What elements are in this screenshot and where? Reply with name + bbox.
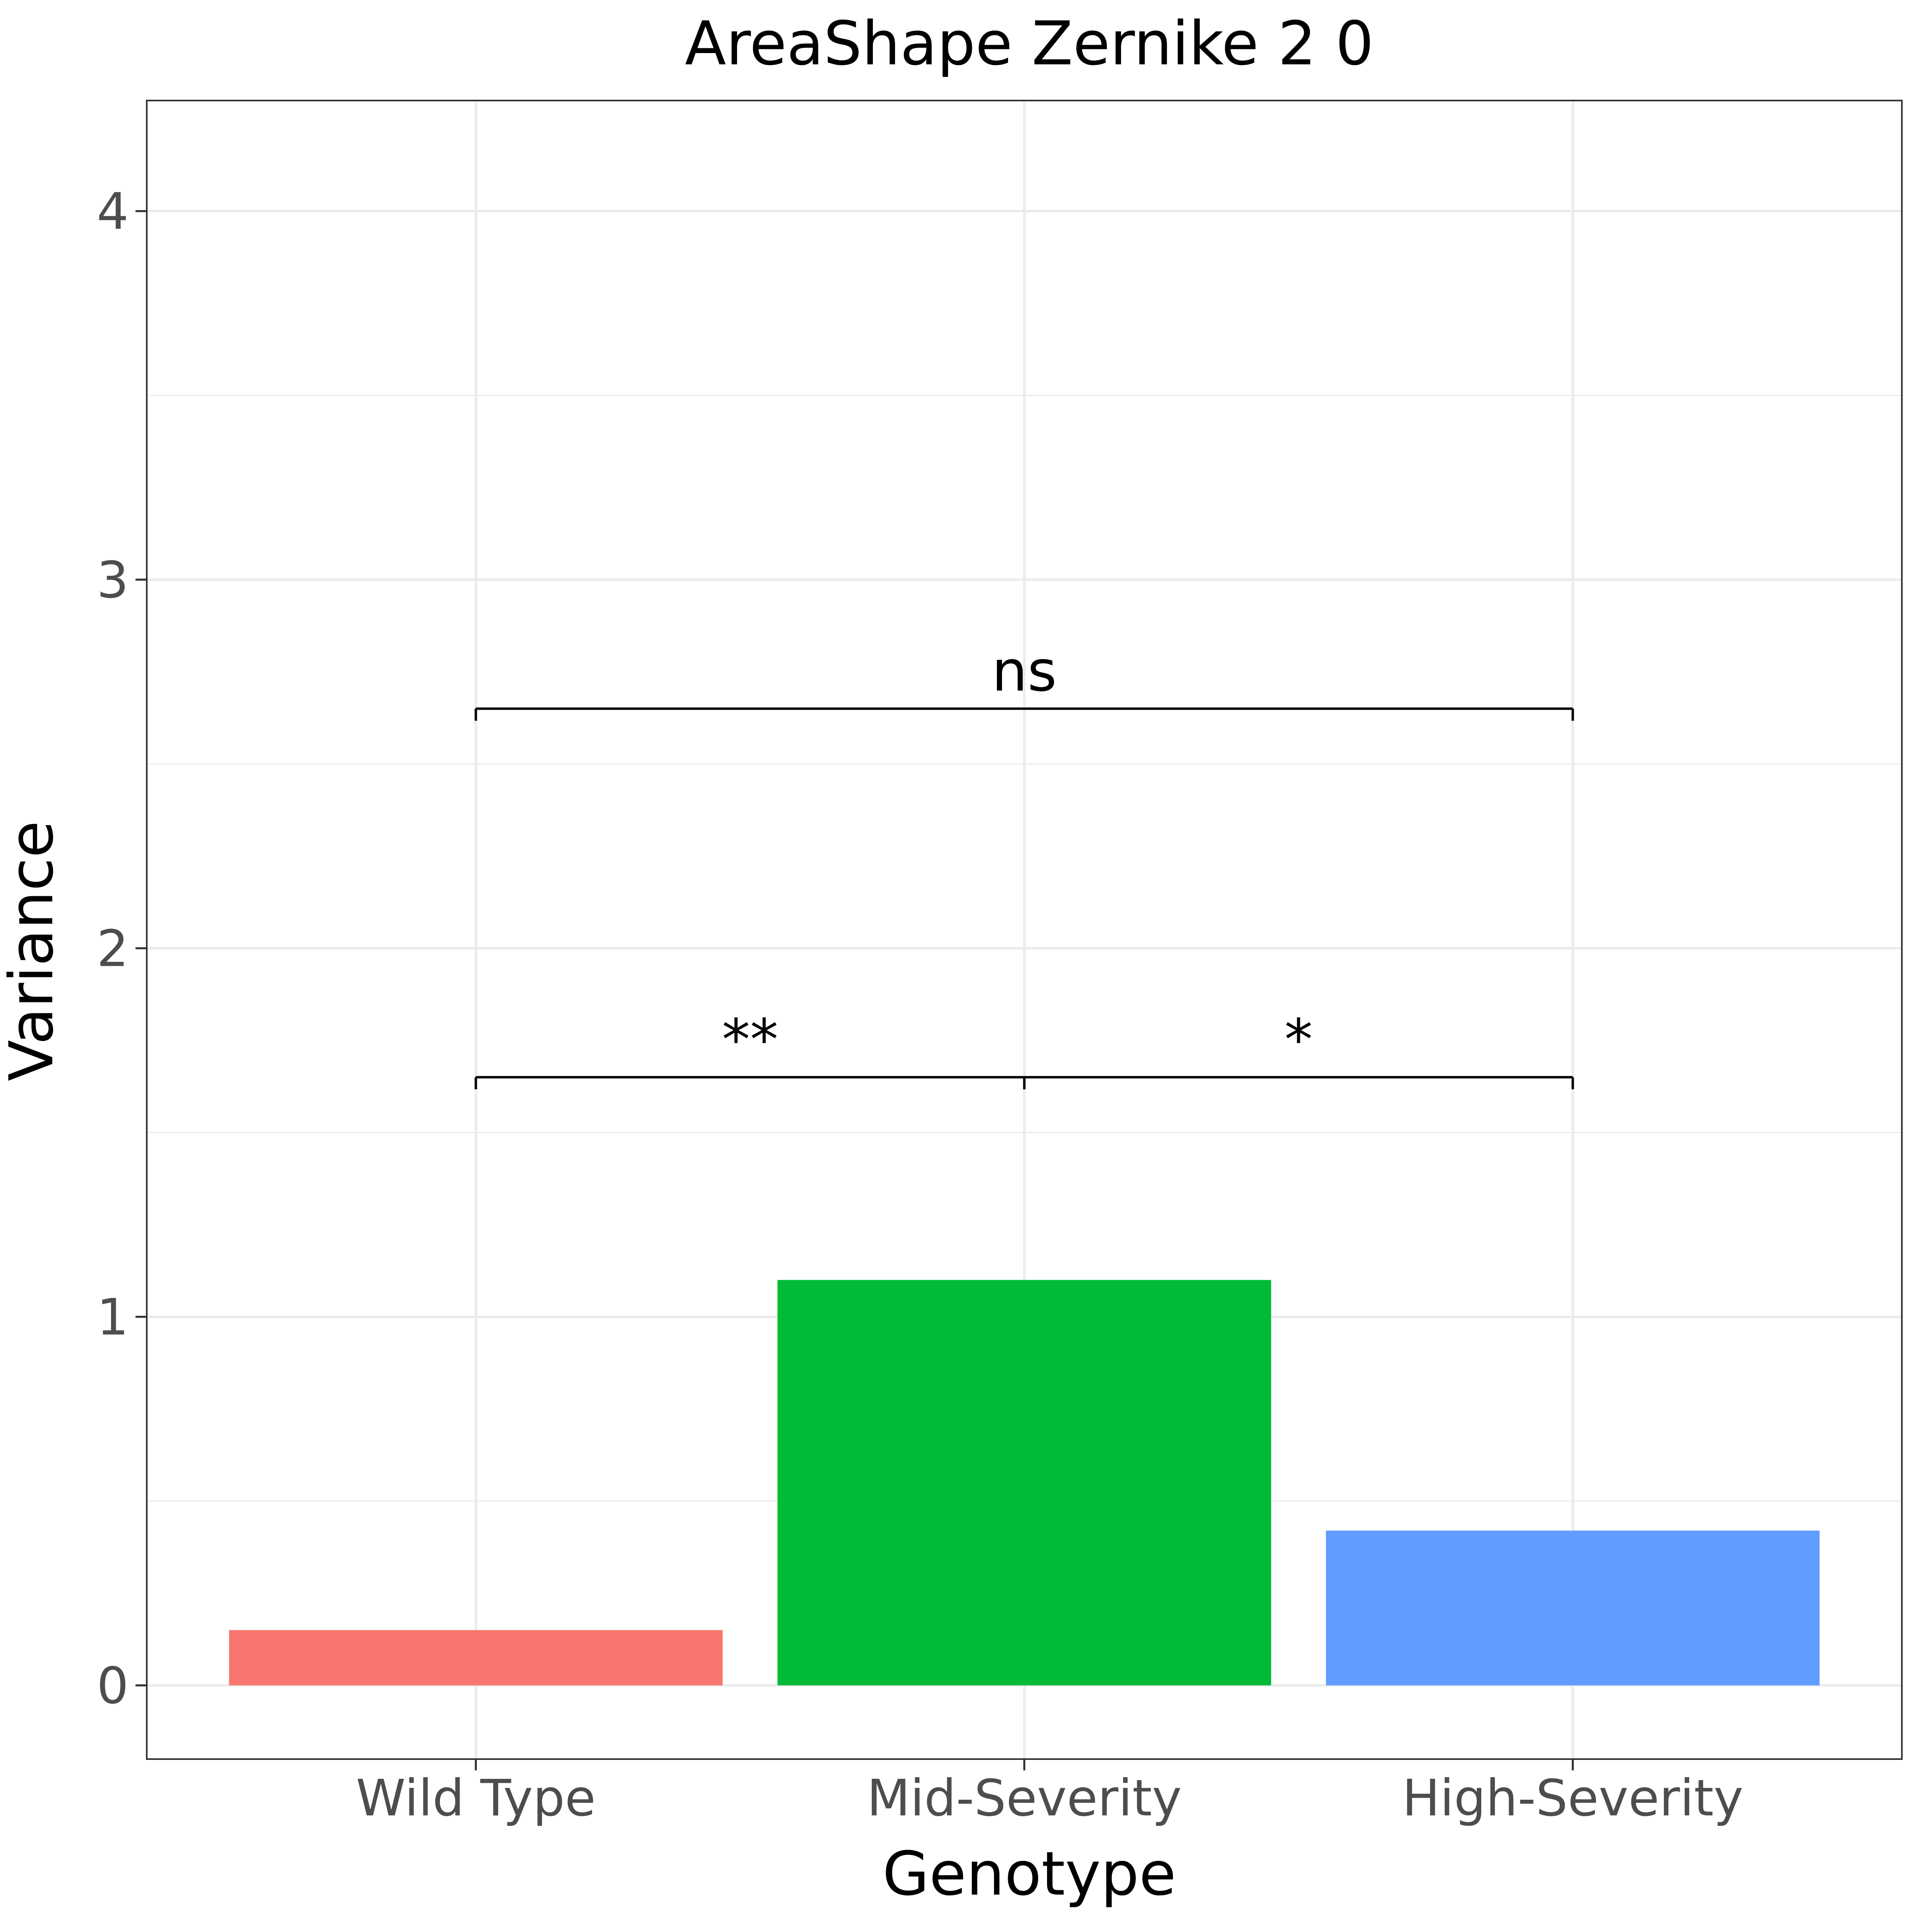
- significance-label: *: [1285, 1007, 1313, 1073]
- y-tick-label: 2: [96, 920, 129, 978]
- y-tick-label: 0: [96, 1657, 129, 1715]
- chart-title: AreaShape Zernike 2 0: [685, 9, 1374, 79]
- bar-wild-type: [229, 1630, 723, 1686]
- significance-label: ns: [992, 639, 1057, 704]
- significance-label: **: [722, 1007, 778, 1073]
- x-tick-label: Wild Type: [356, 1769, 596, 1827]
- bar-high-severity: [1326, 1530, 1820, 1686]
- y-tick-label: 1: [96, 1288, 129, 1347]
- x-tick-label: High-Severity: [1402, 1769, 1743, 1827]
- y-axis-title: Variance: [0, 821, 67, 1081]
- y-tick-label: 4: [96, 183, 129, 241]
- x-axis-title: Genotype: [883, 1839, 1176, 1909]
- axes: 0 1 2 3 4 Wild Type Mid-Severity High-Severity: [96, 183, 1743, 1827]
- x-tick-label: Mid-Severity: [867, 1769, 1182, 1827]
- bar-mid-severity: [777, 1280, 1271, 1686]
- y-tick-label: 3: [96, 551, 129, 610]
- bars: [229, 1280, 1820, 1686]
- significance-brackets: ** *ns: [474, 639, 1574, 1090]
